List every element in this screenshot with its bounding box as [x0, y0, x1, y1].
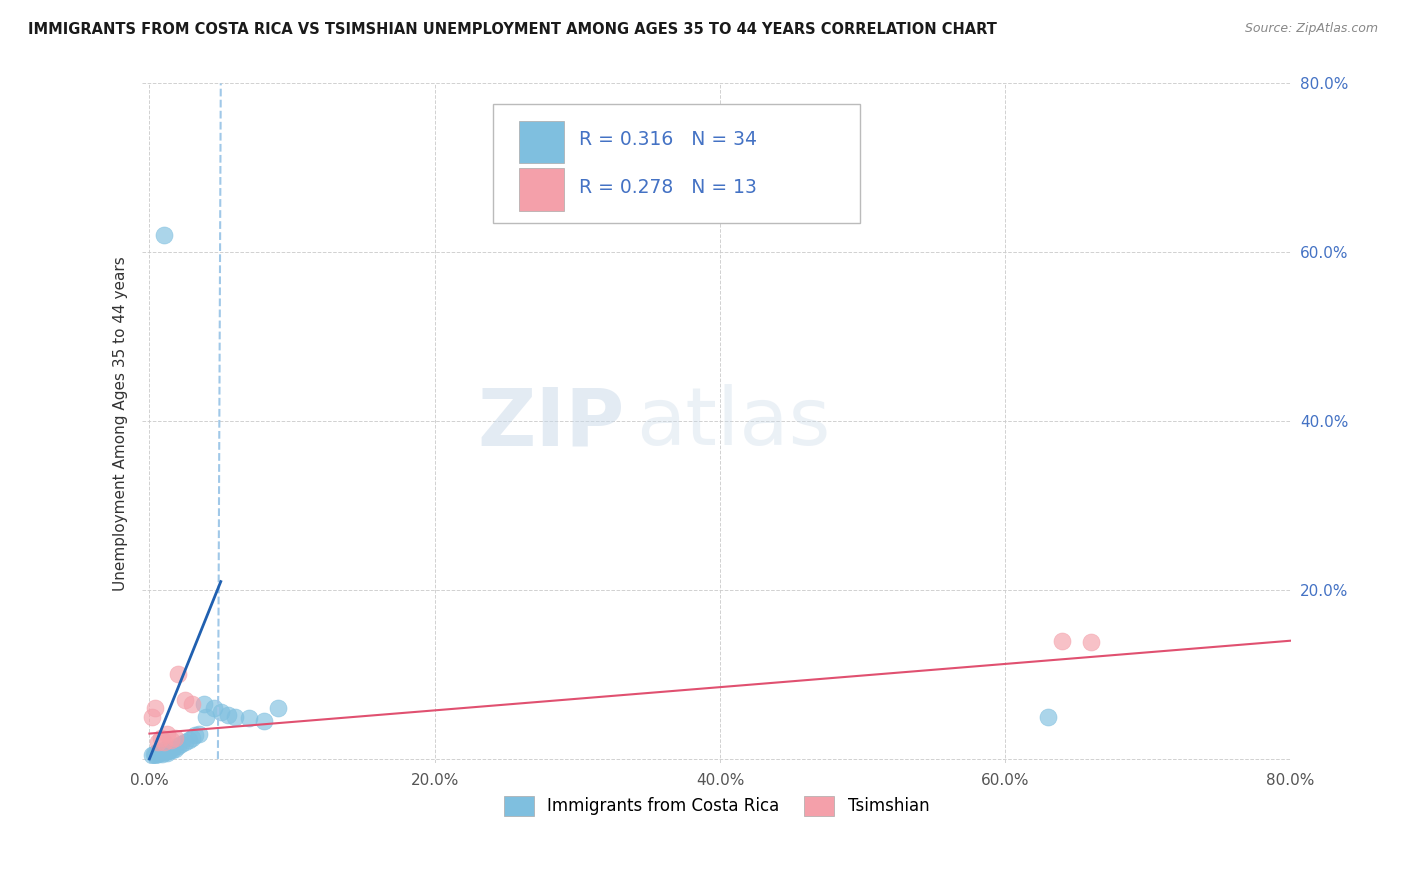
Point	[179, 733, 201, 747]
Text: IMMIGRANTS FROM COSTA RICA VS TSIMSHIAN UNEMPLOYMENT AMONG AGES 35 TO 44 YEARS C: IMMIGRANTS FROM COSTA RICA VS TSIMSHIAN …	[28, 22, 997, 37]
Text: R = 0.316   N = 34: R = 0.316 N = 34	[579, 129, 756, 149]
Point	[195, 709, 218, 723]
Point	[167, 667, 190, 681]
Point	[170, 737, 193, 751]
Point	[174, 693, 197, 707]
Point	[152, 735, 174, 749]
FancyBboxPatch shape	[519, 120, 564, 163]
Text: ZIP: ZIP	[478, 384, 624, 462]
Point	[165, 741, 187, 756]
Point	[156, 744, 179, 758]
Point	[209, 706, 232, 720]
Point	[141, 747, 163, 762]
Point	[149, 731, 172, 745]
Point	[1080, 635, 1102, 649]
Point	[217, 708, 239, 723]
Point	[174, 735, 197, 749]
Point	[181, 697, 204, 711]
Point	[152, 228, 174, 243]
Point	[1036, 709, 1059, 723]
Point	[181, 731, 204, 745]
Point	[160, 741, 183, 756]
Point	[146, 735, 169, 749]
Point	[143, 701, 166, 715]
Point	[153, 745, 176, 759]
Point	[184, 728, 207, 742]
Point	[252, 714, 274, 728]
Point	[150, 747, 173, 761]
FancyBboxPatch shape	[519, 169, 564, 211]
Point	[267, 701, 290, 715]
Point	[145, 745, 167, 759]
Point	[143, 747, 166, 762]
Point	[162, 743, 184, 757]
Point	[202, 701, 225, 715]
Point	[238, 711, 260, 725]
Point	[155, 746, 177, 760]
Text: R = 0.278   N = 13: R = 0.278 N = 13	[579, 178, 756, 197]
Y-axis label: Unemployment Among Ages 35 to 44 years: Unemployment Among Ages 35 to 44 years	[114, 256, 128, 591]
Point	[149, 745, 172, 759]
FancyBboxPatch shape	[492, 103, 860, 223]
Point	[167, 739, 190, 754]
Point	[224, 709, 246, 723]
Legend: Immigrants from Costa Rica, Tsimshian: Immigrants from Costa Rica, Tsimshian	[496, 789, 936, 822]
Point	[141, 709, 163, 723]
Point	[160, 733, 183, 747]
Point	[157, 743, 180, 757]
Point	[142, 747, 165, 761]
Text: Source: ZipAtlas.com: Source: ZipAtlas.com	[1244, 22, 1378, 36]
Point	[193, 697, 215, 711]
Point	[1052, 633, 1074, 648]
Point	[146, 747, 169, 761]
Point	[152, 743, 174, 757]
Point	[148, 746, 170, 760]
Point	[188, 726, 211, 740]
Point	[155, 726, 177, 740]
Point	[165, 731, 187, 745]
Text: atlas: atlas	[636, 384, 831, 462]
